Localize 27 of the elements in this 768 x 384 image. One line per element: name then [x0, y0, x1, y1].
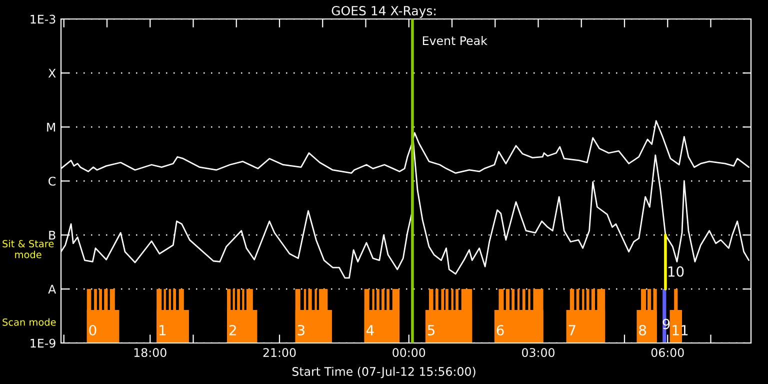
band-label: 0 — [89, 324, 96, 336]
band-label: 8 — [639, 324, 646, 336]
x-tick-label: 00:00 — [392, 348, 426, 357]
x-tick-label: 03:00 — [522, 348, 554, 357]
band-label: 1 — [160, 325, 166, 336]
y-tick-label: A — [48, 284, 56, 294]
band-label: 3 — [298, 324, 304, 336]
text: Sit & Stare mode — [2, 240, 54, 258]
text: Scan mode — [2, 318, 56, 326]
x-tick-label: 06:00 — [651, 348, 684, 357]
x-axis-title: Start Time (07-Jul-12 15:56:00) — [292, 366, 476, 378]
ref-line-label: Event Peak — [422, 36, 488, 46]
y-tick-label: B — [49, 230, 56, 240]
band-label: 4 — [366, 325, 374, 336]
y-tick-label: 1E-3 — [30, 14, 56, 24]
band-label: 2 — [229, 324, 236, 336]
x-tick-label: 21:00 — [263, 348, 296, 357]
band-label: 7 — [568, 325, 576, 336]
band-label: 6 — [496, 324, 504, 336]
band-label: 5 — [428, 325, 434, 336]
y-tick-label: 1E-9 — [30, 338, 56, 348]
y-tick-label: C — [48, 176, 56, 186]
annotation: 10 — [668, 266, 684, 277]
x-tick-label: 18:00 — [134, 348, 166, 357]
y-tick-label: X — [48, 68, 56, 78]
y-tick-label: M — [47, 122, 55, 132]
chart-title: GOES 14 X-Rays: — [332, 6, 436, 18]
